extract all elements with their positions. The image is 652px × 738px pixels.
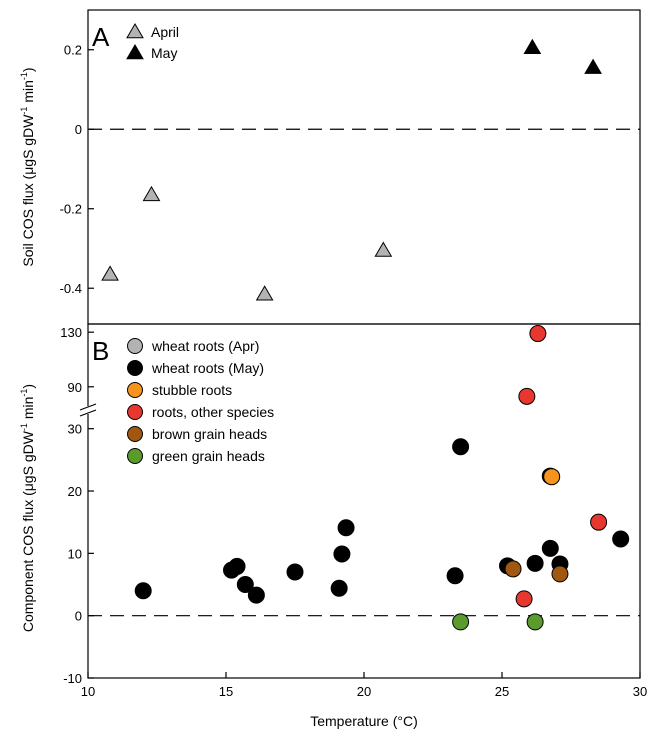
panel-b-letter: B xyxy=(92,336,109,366)
data-point-triangle xyxy=(101,265,119,281)
ylabel-b-sup2: -1 xyxy=(19,389,29,397)
data-point-circle xyxy=(526,613,544,631)
legend-label: May xyxy=(151,45,177,61)
x-tick-label: 10 xyxy=(81,684,95,699)
y-tick-label: 0 xyxy=(75,122,82,137)
data-point-circle xyxy=(612,530,630,548)
y-tick-label: 0.2 xyxy=(64,43,82,58)
x-tick-label: 20 xyxy=(357,684,371,699)
data-point-circle xyxy=(286,563,304,581)
panel-a-y-ticks: -0.4 -0.2 0 0.2 xyxy=(60,43,94,296)
data-point-circle xyxy=(330,579,348,597)
legend-label: roots, other species xyxy=(152,404,274,420)
legend-label: April xyxy=(151,24,179,40)
y-tick-label: 10 xyxy=(68,546,82,561)
legend-label: green grain heads xyxy=(152,448,265,464)
panel-a: A Soil COS flux (μgS gDW-1 min-1) -0.4-0… xyxy=(19,9,641,325)
data-point-circle xyxy=(452,438,470,456)
data-point-circle xyxy=(452,613,470,631)
data-point-circle xyxy=(543,468,561,486)
legend-marker-circle xyxy=(127,426,143,442)
legend-label: brown grain heads xyxy=(152,426,267,442)
x-tick-label: 25 xyxy=(495,684,509,699)
x-tick-label: 15 xyxy=(219,684,233,699)
y-tick-label: 130 xyxy=(60,325,82,340)
panel-a-points xyxy=(101,38,602,301)
panel-a-legend: April May xyxy=(126,23,179,61)
y-tick-label: 30 xyxy=(68,422,82,437)
axis-break-gap xyxy=(84,406,92,414)
axis-break-mark xyxy=(79,409,97,417)
data-point-circle xyxy=(590,513,608,531)
data-point-triangle xyxy=(142,185,161,202)
panel-b-y-axis-label: Component COS flux (μgS gDW-1 min-1) xyxy=(19,384,36,632)
legend-marker-circle xyxy=(127,448,143,464)
y-tick-label: -0.4 xyxy=(60,281,82,296)
ylabel-a-sup2: -1 xyxy=(19,72,29,80)
y-tick-label: 0 xyxy=(75,609,82,624)
legend-marker-circle xyxy=(127,360,143,376)
ylabel-a-base: Soil COS flux (μgS gDW xyxy=(20,114,36,267)
panel-a-letter: A xyxy=(92,22,110,52)
ylabel-a-sup1: -1 xyxy=(19,107,29,115)
data-point-triangle xyxy=(255,285,274,301)
legend-marker-triangle xyxy=(126,23,144,39)
panel-b-ticks: -10 0 10 20 30 90 130 10 15 20 25 30 xyxy=(60,325,647,699)
panel-b: B Component COS flux (μgS gDW-1 min-1) -… xyxy=(19,323,647,729)
panel-a-y-axis-label: Soil COS flux (μgS gDW-1 min-1) xyxy=(19,67,36,266)
data-point-circle xyxy=(529,325,547,343)
data-point-circle xyxy=(551,565,569,583)
data-point-circle xyxy=(446,567,464,585)
data-point-circle xyxy=(228,557,246,575)
data-point-circle xyxy=(333,545,351,563)
ylabel-a-end: ) xyxy=(20,67,36,72)
data-point-triangle xyxy=(523,38,542,55)
legend-label: stubble roots xyxy=(152,382,232,398)
legend-label: wheat roots (May) xyxy=(151,360,264,376)
data-point-circle xyxy=(526,554,544,572)
y-tick-label: 20 xyxy=(68,484,82,499)
legend-label: wheat roots (Apr) xyxy=(151,338,259,354)
legend-marker-triangle xyxy=(126,44,144,60)
data-point-circle xyxy=(541,539,559,557)
ylabel-b-end: ) xyxy=(20,384,36,389)
data-point-circle xyxy=(134,582,152,600)
legend-marker-circle xyxy=(127,404,143,420)
data-point-circle xyxy=(337,519,355,537)
ylabel-a-mid: min xyxy=(20,80,36,106)
panel-b-points xyxy=(134,325,630,631)
x-axis-label: Temperature (°C) xyxy=(310,713,418,729)
ylabel-b-base: Component COS flux (μgS gDW xyxy=(20,430,36,632)
data-point-circle xyxy=(247,586,265,604)
legend-marker-circle xyxy=(127,382,143,398)
data-point-circle xyxy=(518,387,536,405)
data-point-triangle xyxy=(584,58,602,74)
data-point-triangle xyxy=(374,241,393,257)
data-point-circle xyxy=(236,576,254,594)
ylabel-b-sup1: -1 xyxy=(19,423,29,431)
y-tick-label: 90 xyxy=(68,380,82,395)
axis-break-mark xyxy=(79,403,97,411)
ylabel-b-mid: min xyxy=(20,397,36,423)
y-tick-label: -10 xyxy=(63,671,82,686)
y-tick-label: -0.2 xyxy=(60,202,82,217)
x-tick-label: 30 xyxy=(633,684,647,699)
data-point-circle xyxy=(504,560,522,578)
panel-b-frame xyxy=(87,323,641,679)
data-point-circle xyxy=(515,590,533,608)
legend-marker-circle xyxy=(127,338,143,354)
panel-b-legend: wheat roots (Apr) wheat roots (May) stubbl… xyxy=(127,338,274,464)
